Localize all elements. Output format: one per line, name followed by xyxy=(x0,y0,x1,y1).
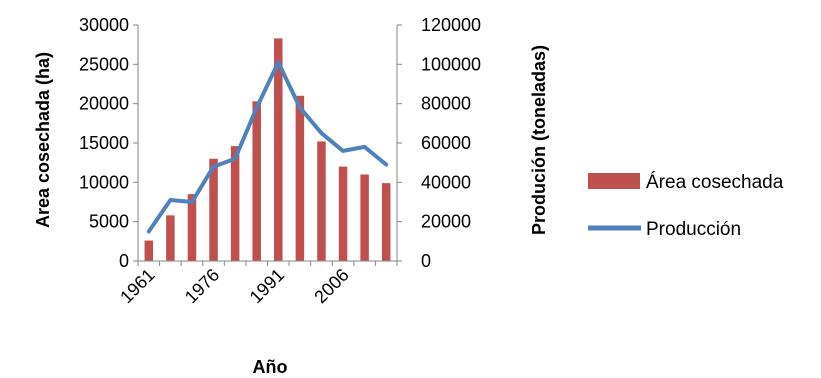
y-tick-label: 15000 xyxy=(79,133,129,153)
y2-tick-label: 60000 xyxy=(421,133,471,153)
x-tick-label: 2006 xyxy=(310,265,352,307)
bar xyxy=(338,166,348,261)
line-layer xyxy=(146,60,389,234)
bar xyxy=(209,158,218,261)
x-axis-title: Año xyxy=(253,357,288,377)
bar xyxy=(317,141,326,261)
x-tick-label: 1976 xyxy=(181,265,223,307)
legend-swatch-area xyxy=(588,173,640,189)
bar xyxy=(187,194,197,261)
y-tick-label: 5000 xyxy=(89,212,129,232)
bar xyxy=(360,174,369,261)
bar xyxy=(144,240,154,261)
y-axis-title: Area cosechada (ha) xyxy=(33,52,53,228)
bar xyxy=(230,146,240,261)
y-tick-label: 20000 xyxy=(79,94,129,114)
legend-label-production: Producción xyxy=(646,219,741,240)
bar xyxy=(166,215,175,261)
x-tick-label: 1961 xyxy=(116,265,158,307)
production-line xyxy=(146,60,389,234)
legend: Área cosechada Producción xyxy=(588,172,784,240)
bars-layer xyxy=(144,38,391,261)
bar xyxy=(274,38,283,261)
y2-tick-label: 40000 xyxy=(421,172,471,192)
y-tick-label: 30000 xyxy=(79,15,129,35)
x-tick-label: 1991 xyxy=(246,265,288,307)
y2-tick-label: 100000 xyxy=(421,54,481,74)
bar xyxy=(381,183,391,261)
axes-layer xyxy=(133,24,402,266)
legend-label-area: Área cosechada xyxy=(646,172,784,193)
y2-tick-label: 80000 xyxy=(421,94,471,114)
y2-axis-title: Produción (toneladas) xyxy=(529,45,549,235)
y-tick-label: 0 xyxy=(119,251,129,271)
y-tick-label: 25000 xyxy=(79,54,129,74)
y2-tick-label: 0 xyxy=(421,251,431,271)
bar xyxy=(252,101,261,261)
y2-tick-label: 20000 xyxy=(421,212,471,232)
y2-tick-label: 120000 xyxy=(421,15,481,35)
bar xyxy=(295,95,305,261)
y-tick-label: 10000 xyxy=(79,172,129,192)
